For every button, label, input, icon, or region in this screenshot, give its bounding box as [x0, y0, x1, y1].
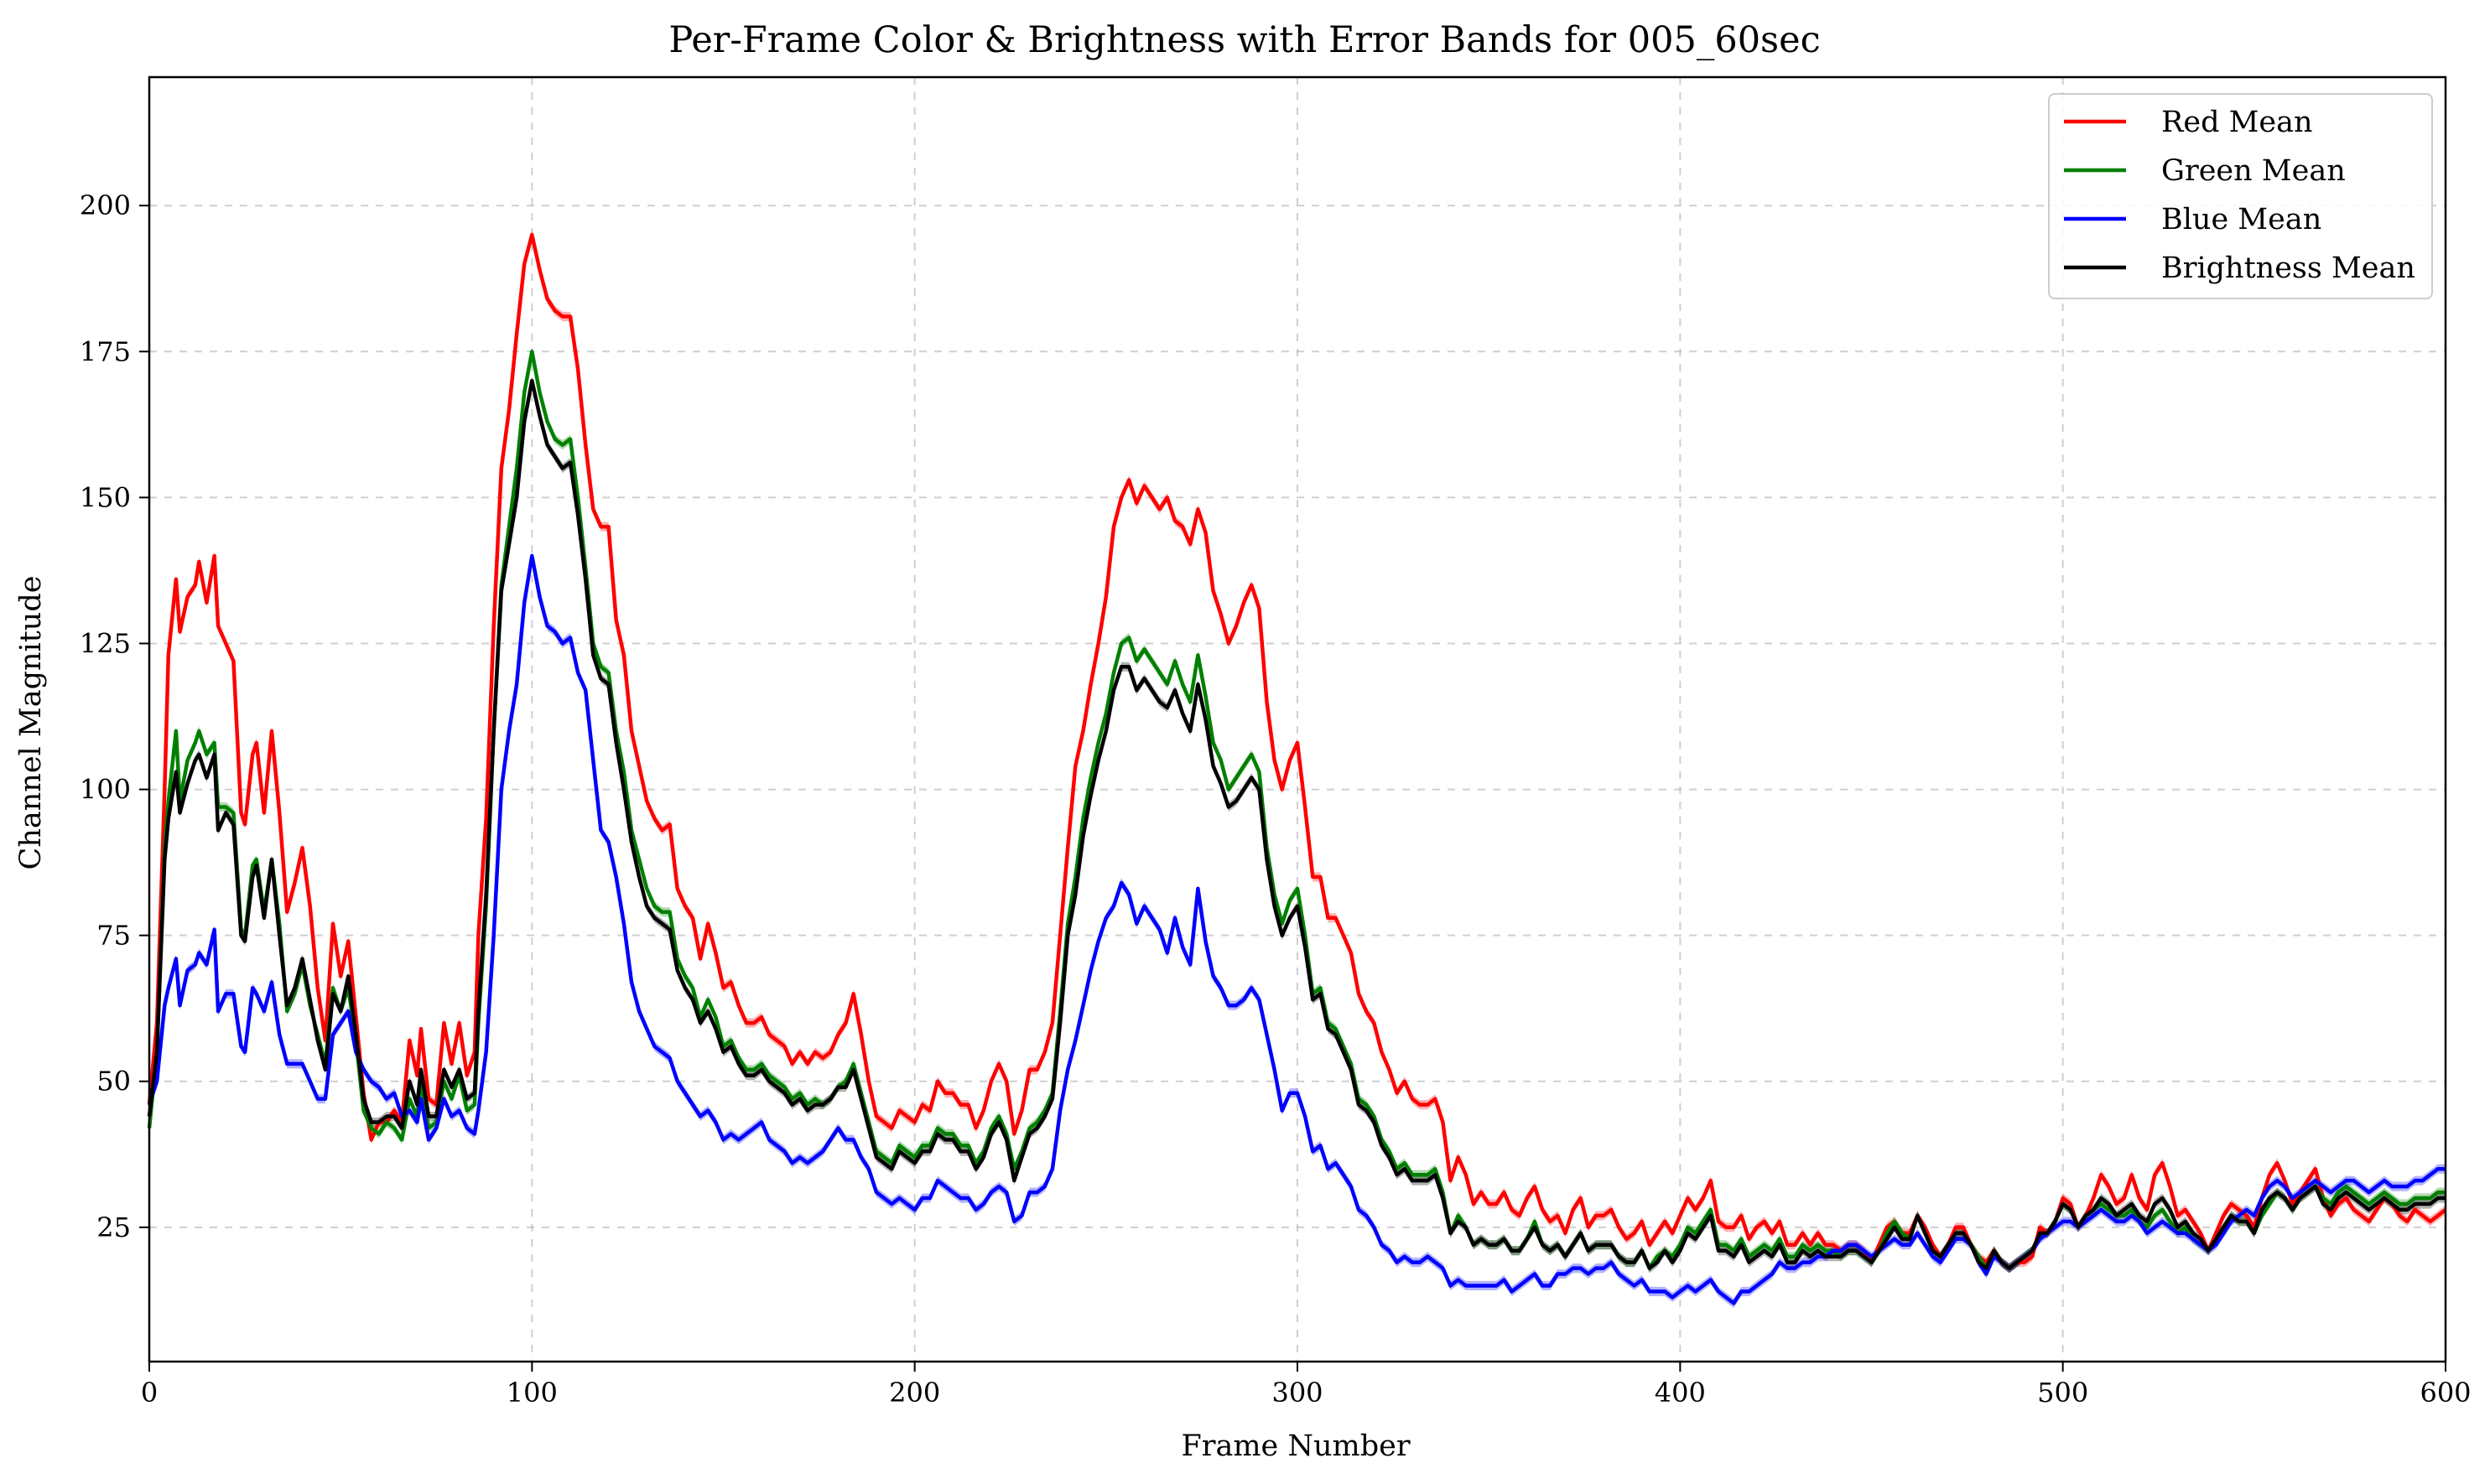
legend-label: Green Mean — [2161, 154, 2346, 188]
y-tick-label: 50 — [96, 1066, 131, 1097]
legend-label: Red Mean — [2161, 106, 2313, 139]
series-line — [147, 553, 2446, 1305]
chart-title: Per-Frame Color & Brightness with Error … — [668, 19, 1820, 61]
legend-label: Blue Mean — [2161, 203, 2321, 236]
x-tick-label: 100 — [507, 1377, 558, 1409]
legend: Red Mean Green Mean Blue Mean Brightness Me… — [2048, 93, 2433, 299]
series-line — [147, 378, 2446, 1270]
series-lines — [147, 232, 2447, 1305]
y-axis: 25 50 75 100 125 150 175 200 — [80, 189, 149, 1243]
legend-label: Brightness Mean — [2161, 252, 2415, 285]
y-tick-label: 75 — [96, 920, 131, 952]
y-tick-label: 200 — [80, 189, 131, 221]
x-axis-label: Frame Number — [1181, 1430, 1410, 1463]
x-tick-label: 500 — [2037, 1377, 2088, 1409]
y-axis-label: Channel Magnitude — [14, 576, 48, 870]
x-tick-label: 400 — [1655, 1377, 1706, 1409]
x-axis: 0 100 200 300 400 500 600 — [141, 1362, 2472, 1409]
y-tick-label: 100 — [80, 774, 131, 806]
y-tick-label: 175 — [80, 335, 131, 367]
x-tick-label: 300 — [1271, 1377, 1323, 1409]
y-tick-label: 150 — [80, 481, 131, 513]
x-tick-label: 0 — [141, 1377, 158, 1409]
y-tick-label: 125 — [80, 627, 131, 659]
x-tick-label: 600 — [2420, 1377, 2471, 1409]
legend-box — [2048, 93, 2433, 299]
x-tick-label: 200 — [889, 1377, 940, 1409]
y-tick-label: 25 — [96, 1212, 131, 1243]
